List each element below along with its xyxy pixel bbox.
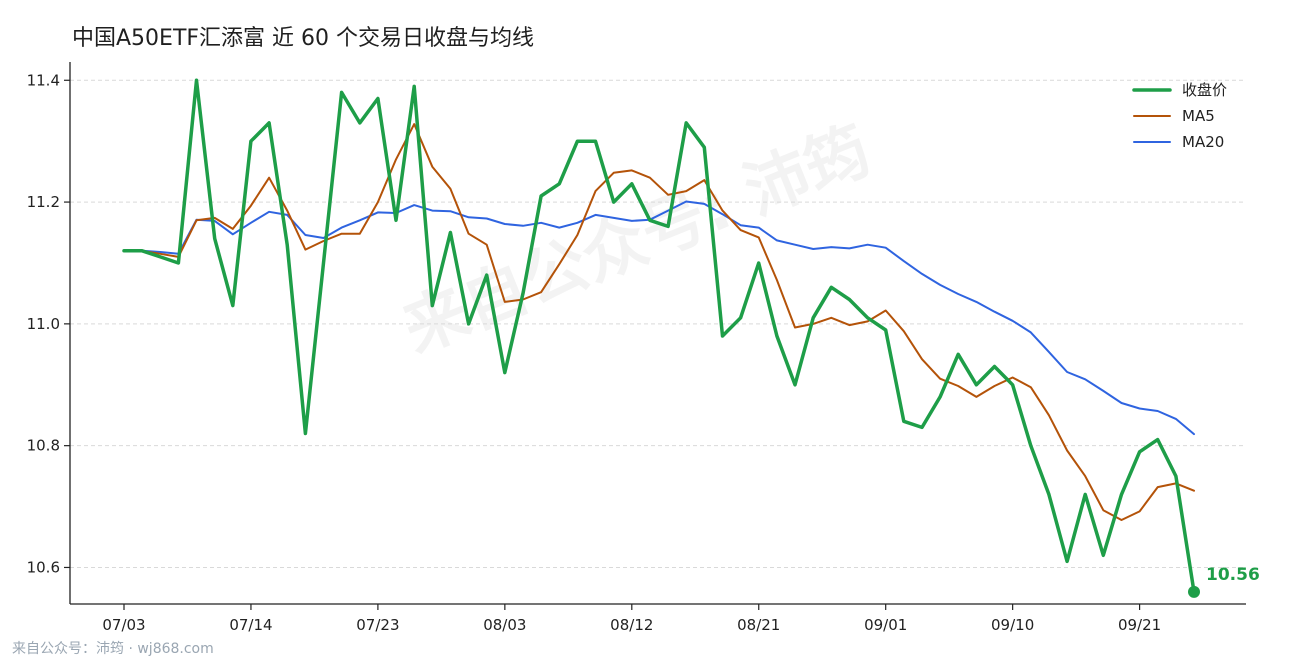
y-tick-label: 10.6	[27, 558, 60, 576]
x-tick-label: 09/21	[1118, 616, 1161, 634]
x-tick-label: 08/21	[737, 616, 780, 634]
legend-label: MA5	[1182, 107, 1215, 125]
legend-label: MA20	[1182, 133, 1224, 151]
x-tick-label: 08/12	[610, 616, 653, 634]
x-tick-label: 09/01	[864, 616, 907, 634]
series-line-MA20	[123, 200, 1195, 436]
series-line-收盘价	[122, 78, 1196, 594]
chart-title: 中国A50ETF汇添富 近 60 个交易日收盘与均线	[72, 26, 535, 51]
last-close-point	[1188, 585, 1200, 598]
last-close-label: 10.56	[1206, 565, 1260, 585]
x-tick-label: 08/03	[483, 616, 526, 634]
y-tick-label: 11.2	[27, 193, 60, 211]
footer-credit: 来自公众号：沛筠 · wj868.com	[12, 641, 214, 657]
x-tick-label: 07/14	[229, 616, 272, 634]
x-tick-label: 09/10	[991, 616, 1034, 634]
x-tick-label: 07/03	[102, 616, 145, 634]
y-tick-label: 10.8	[27, 437, 60, 455]
series-line-MA5	[123, 123, 1195, 521]
watermark-text: 来自公众号: 沛筠	[393, 113, 880, 367]
legend-label: 收盘价	[1182, 81, 1227, 99]
y-tick-label: 11.4	[27, 71, 60, 89]
y-tick-label: 11.0	[27, 315, 60, 333]
x-tick-label: 07/23	[356, 616, 399, 634]
